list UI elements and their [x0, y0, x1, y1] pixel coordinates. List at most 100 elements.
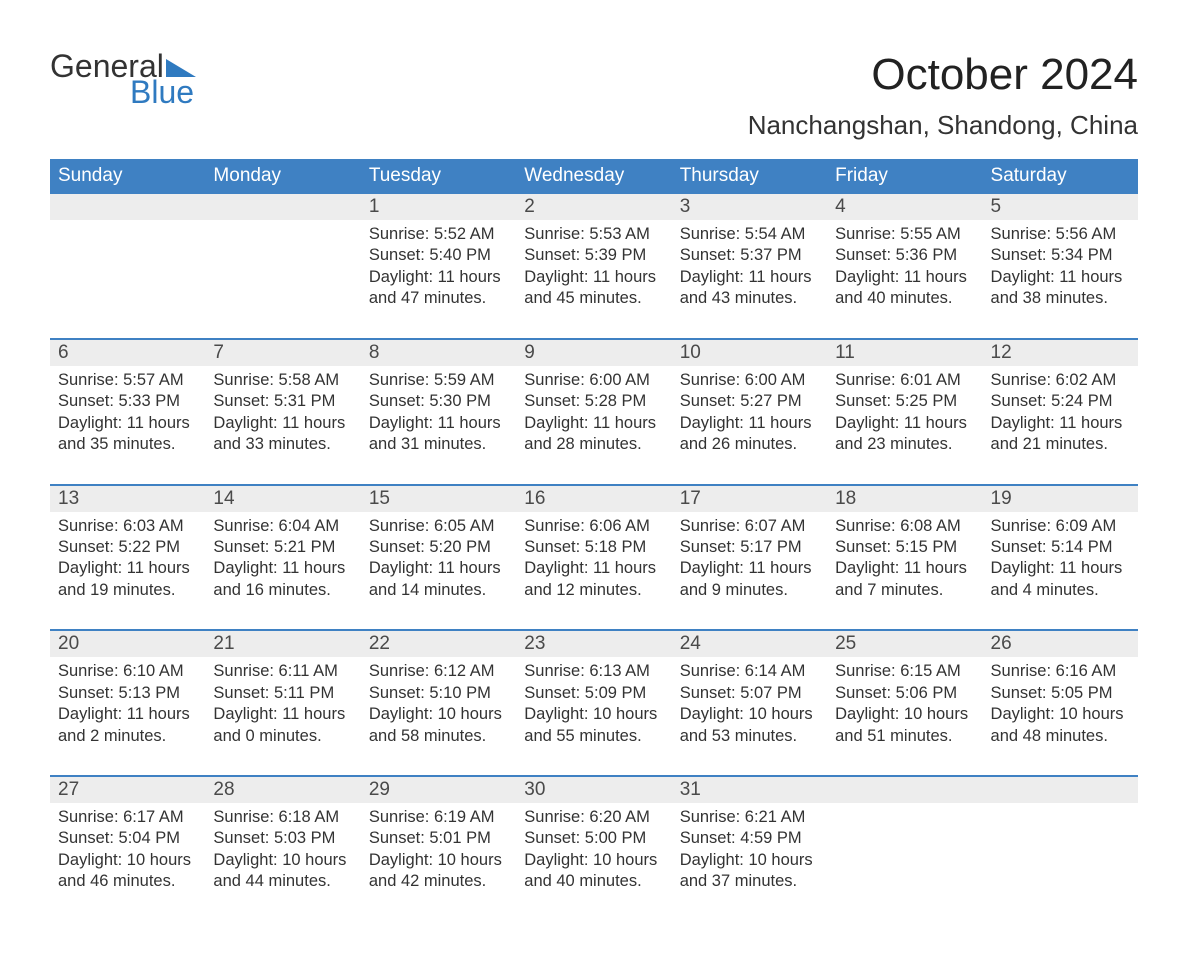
daylight-line-2: and 19 minutes. — [58, 580, 197, 601]
day-number: 27 — [58, 779, 79, 800]
day-number: 12 — [991, 342, 1012, 363]
daylight-line-1: Daylight: 11 hours — [58, 558, 197, 579]
day-number: 9 — [524, 342, 535, 363]
sunrise-line: Sunrise: 6:05 AM — [369, 516, 508, 537]
day-cell: 19Sunrise: 6:09 AMSunset: 5:14 PMDayligh… — [983, 486, 1138, 630]
sunset-line: Sunset: 5:27 PM — [680, 391, 819, 412]
daylight-line-1: Daylight: 11 hours — [680, 267, 819, 288]
day-cell: 26 Sunrise: 6:16 AMSunset: 5:05 PMDayligh… — [983, 631, 1138, 775]
month-title: October 2024 — [748, 50, 1138, 100]
day-number: 21 — [213, 633, 234, 654]
day-number: 17 — [680, 488, 701, 509]
dow-friday: Friday — [827, 159, 982, 194]
day-body: Sunrise: 6:17 AMSunset: 5:04 PMDaylight:… — [58, 807, 197, 893]
sunset-line: Sunset: 5:00 PM — [524, 828, 663, 849]
sunset-line: Sunset: 5:40 PM — [369, 245, 508, 266]
calendar-grid: Sunday Monday Tuesday Wednesday Thursday… — [50, 159, 1138, 921]
daylight-line-1: Daylight: 10 hours — [991, 704, 1130, 725]
day-body: Sunrise: 6:08 AMSunset: 5:15 PMDaylight:… — [835, 516, 974, 602]
day-cell: 17Sunrise: 6:07 AMSunset: 5:17 PMDayligh… — [672, 486, 827, 630]
dow-thursday: Thursday — [672, 159, 827, 194]
daylight-line-1: Daylight: 11 hours — [835, 558, 974, 579]
daylight-line-1: Daylight: 11 hours — [58, 704, 197, 725]
day-number-row: 28 — [205, 777, 360, 803]
day-number-row: 13 — [50, 486, 205, 512]
day-body: Sunrise: 6:19 AMSunset: 5:01 PMDaylight:… — [369, 807, 508, 893]
day-cell: 4 Sunrise: 5:55 AMSunset: 5:36 PMDaylight… — [827, 194, 982, 338]
sunrise-line: Sunrise: 6:17 AM — [58, 807, 197, 828]
week-row: 6 Sunrise: 5:57 AMSunset: 5:33 PMDaylight… — [50, 338, 1138, 484]
day-number: 24 — [680, 633, 701, 654]
day-body: Sunrise: 5:58 AMSunset: 5:31 PMDaylight:… — [213, 370, 352, 456]
sunrise-line: Sunrise: 5:52 AM — [369, 224, 508, 245]
daylight-line-1: Daylight: 11 hours — [58, 413, 197, 434]
day-number: 23 — [524, 633, 545, 654]
location-line: Nanchangshan, Shandong, China — [748, 110, 1138, 141]
sunrise-line: Sunrise: 5:56 AM — [991, 224, 1130, 245]
day-cell — [983, 777, 1138, 921]
sunrise-line: Sunrise: 5:53 AM — [524, 224, 663, 245]
sunrise-line: Sunrise: 6:20 AM — [524, 807, 663, 828]
sunset-line: Sunset: 5:04 PM — [58, 828, 197, 849]
day-number: 7 — [213, 342, 224, 363]
day-cell: 14Sunrise: 6:04 AMSunset: 5:21 PMDayligh… — [205, 486, 360, 630]
sunrise-line: Sunrise: 6:18 AM — [213, 807, 352, 828]
day-number-row: 4 — [827, 194, 982, 220]
daylight-line-2: and 7 minutes. — [835, 580, 974, 601]
sunrise-line: Sunrise: 5:55 AM — [835, 224, 974, 245]
sunrise-line: Sunrise: 5:58 AM — [213, 370, 352, 391]
day-body: Sunrise: 5:55 AMSunset: 5:36 PMDaylight:… — [835, 224, 974, 310]
sunset-line: Sunset: 5:37 PM — [680, 245, 819, 266]
daylight-line-1: Daylight: 11 hours — [369, 413, 508, 434]
day-cell: 18 Sunrise: 6:08 AMSunset: 5:15 PMDayligh… — [827, 486, 982, 630]
daylight-line-2: and 40 minutes. — [524, 871, 663, 892]
sunrise-line: Sunrise: 6:00 AM — [524, 370, 663, 391]
day-body: Sunrise: 6:10 AMSunset: 5:13 PMDaylight:… — [58, 661, 197, 747]
day-number-row: 6 — [50, 340, 205, 366]
daylight-line-2: and 47 minutes. — [369, 288, 508, 309]
day-body: Sunrise: 6:20 AMSunset: 5:00 PMDaylight:… — [524, 807, 663, 893]
daylight-line-1: Daylight: 10 hours — [213, 850, 352, 871]
daylight-line-2: and 51 minutes. — [835, 726, 974, 747]
sunset-line: Sunset: 5:31 PM — [213, 391, 352, 412]
dow-wednesday: Wednesday — [516, 159, 671, 194]
day-body: Sunrise: 6:00 AMSunset: 5:28 PMDaylight:… — [524, 370, 663, 456]
daylight-line-2: and 35 minutes. — [58, 434, 197, 455]
sunset-line: Sunset: 5:18 PM — [524, 537, 663, 558]
sunset-line: Sunset: 5:06 PM — [835, 683, 974, 704]
sunset-line: Sunset: 5:20 PM — [369, 537, 508, 558]
day-body: Sunrise: 6:06 AMSunset: 5:18 PMDaylight:… — [524, 516, 663, 602]
day-number-row: 31 — [672, 777, 827, 803]
daylight-line-2: and 0 minutes. — [213, 726, 352, 747]
sunrise-line: Sunrise: 6:08 AM — [835, 516, 974, 537]
sunrise-line: Sunrise: 6:10 AM — [58, 661, 197, 682]
day-body: Sunrise: 6:09 AMSunset: 5:14 PMDaylight:… — [991, 516, 1130, 602]
day-number: 26 — [991, 633, 1012, 654]
day-body: Sunrise: 5:57 AMSunset: 5:33 PMDaylight:… — [58, 370, 197, 456]
sunrise-line: Sunrise: 6:01 AM — [835, 370, 974, 391]
title-block: October 2024 Nanchangshan, Shandong, Chi… — [748, 50, 1138, 141]
sunrise-line: Sunrise: 6:07 AM — [680, 516, 819, 537]
sunset-line: Sunset: 5:03 PM — [213, 828, 352, 849]
day-body: Sunrise: 6:15 AMSunset: 5:06 PMDaylight:… — [835, 661, 974, 747]
day-number-row: 24 — [672, 631, 827, 657]
daylight-line-2: and 9 minutes. — [680, 580, 819, 601]
sunrise-line: Sunrise: 6:03 AM — [58, 516, 197, 537]
daylight-line-1: Daylight: 11 hours — [213, 413, 352, 434]
day-number-row: 7 — [205, 340, 360, 366]
sunset-line: Sunset: 5:24 PM — [991, 391, 1130, 412]
day-cell: 31Sunrise: 6:21 AMSunset: 4:59 PMDayligh… — [672, 777, 827, 921]
daylight-line-1: Daylight: 11 hours — [213, 558, 352, 579]
day-body: Sunrise: 6:05 AMSunset: 5:20 PMDaylight:… — [369, 516, 508, 602]
day-cell: 10Sunrise: 6:00 AMSunset: 5:27 PMDayligh… — [672, 340, 827, 484]
day-body: Sunrise: 6:16 AMSunset: 5:05 PMDaylight:… — [991, 661, 1130, 747]
day-number: 29 — [369, 779, 390, 800]
dow-sunday: Sunday — [50, 159, 205, 194]
day-number: 15 — [369, 488, 390, 509]
sunset-line: Sunset: 5:25 PM — [835, 391, 974, 412]
day-cell: 22Sunrise: 6:12 AMSunset: 5:10 PMDayligh… — [361, 631, 516, 775]
week-row: 20Sunrise: 6:10 AMSunset: 5:13 PMDayligh… — [50, 629, 1138, 775]
day-number-row: 18 — [827, 486, 982, 512]
dow-saturday: Saturday — [983, 159, 1138, 194]
daylight-line-1: Daylight: 10 hours — [835, 704, 974, 725]
